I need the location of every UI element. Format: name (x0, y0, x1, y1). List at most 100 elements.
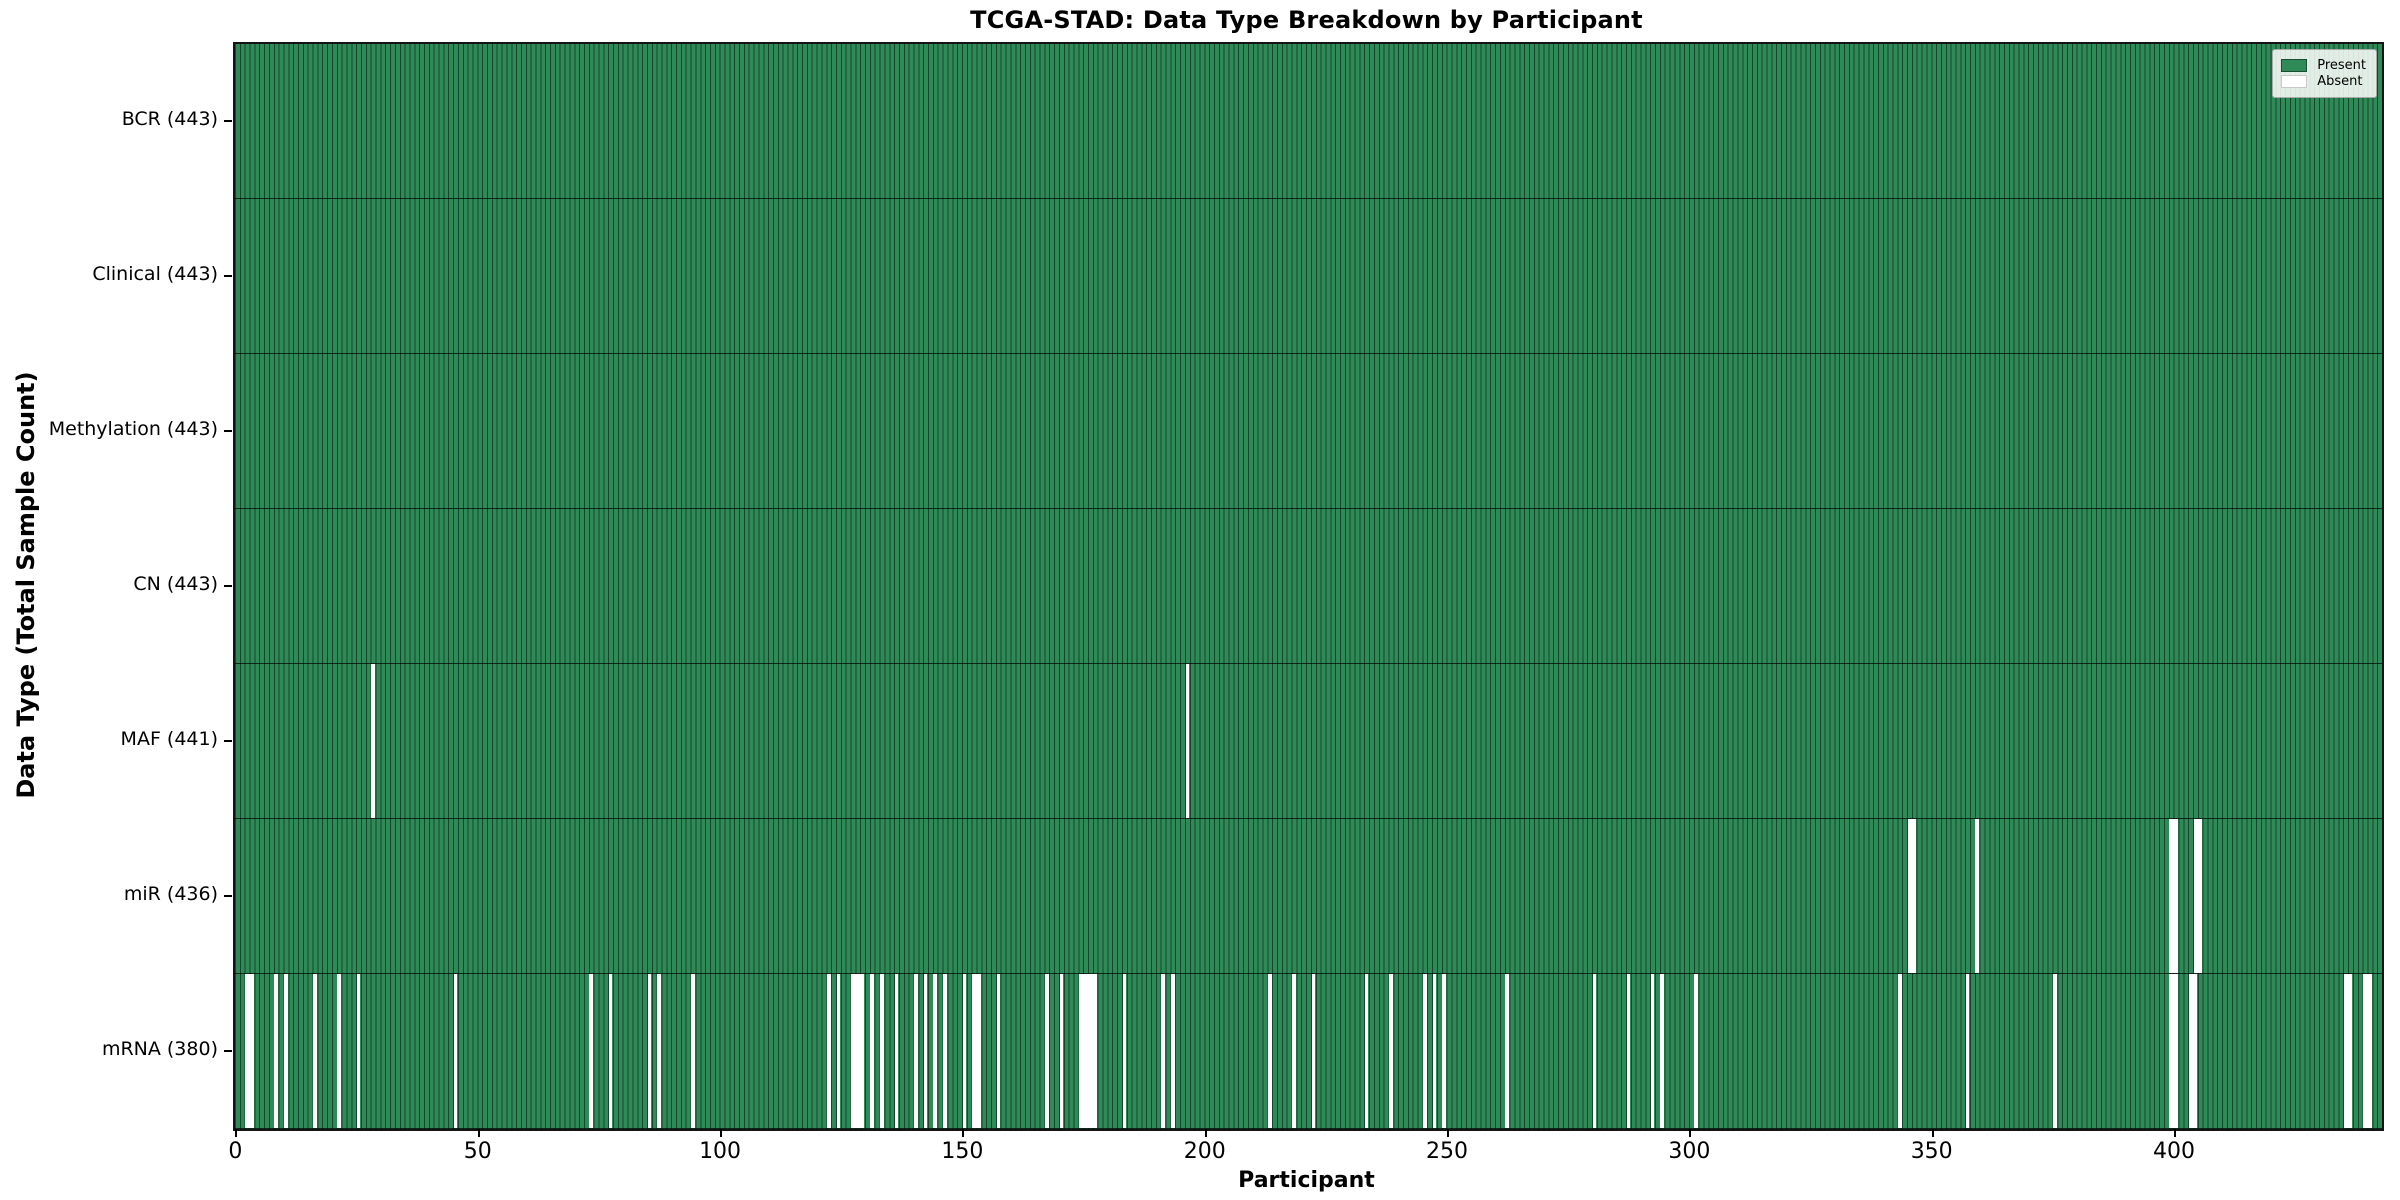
row-CN (235, 509, 2382, 664)
x-tick-mark (1931, 1129, 1934, 1137)
absent-gap (1185, 664, 1190, 818)
x-tick-mark (1447, 1129, 1450, 1137)
row-mRNA (235, 974, 2382, 1129)
y-tick-mark (224, 429, 232, 432)
absent-gap (1592, 974, 1597, 1128)
absent-gap (826, 974, 831, 1128)
absent-gap (608, 974, 613, 1128)
absent-gap (245, 974, 254, 1128)
y-tick-label-MAF: MAF (441) (120, 728, 218, 750)
y-tick-mark (224, 274, 232, 277)
row-BCR (235, 44, 2382, 199)
row-Clinical (235, 199, 2382, 354)
absent-gap (1965, 974, 1970, 1128)
absent-gap (1078, 974, 1098, 1128)
legend-label: Absent (2317, 74, 2363, 89)
y-tick-label-mRNA: mRNA (380) (101, 1038, 218, 1060)
x-tick-mark (2174, 1129, 2177, 1137)
absent-gap (996, 974, 1001, 1128)
y-tick-label-CN: CN (443) (133, 573, 218, 595)
absent-gap (2343, 974, 2353, 1128)
y-tick-label-Methylation: Methylation (443) (48, 418, 218, 440)
absent-gap (1505, 974, 1510, 1128)
present-swatch-icon (2281, 59, 2308, 72)
absent-gap (371, 664, 375, 818)
absent-gap (870, 974, 875, 1128)
absent-gap (1161, 974, 1165, 1128)
absent-gap (453, 974, 458, 1128)
x-axis-label: Participant (1238, 1168, 1375, 1193)
absent-gap (2193, 819, 2203, 973)
absent-gap (2363, 974, 2372, 1128)
absent-gap (933, 974, 938, 1128)
absent-gap (1364, 974, 1369, 1128)
x-tick-label-300: 300 (1668, 1139, 1711, 1164)
absent-gap (356, 974, 361, 1128)
absent-gap (657, 974, 661, 1128)
absent-gap (647, 974, 652, 1128)
absent-gap (1442, 974, 1447, 1128)
absent-gap (1650, 974, 1655, 1128)
y-tick-mark (224, 1049, 232, 1052)
absent-gap (1660, 974, 1665, 1128)
absent-gap (313, 974, 317, 1128)
absent-gap (337, 974, 342, 1128)
x-tick-label-100: 100 (699, 1139, 742, 1164)
absent-gap (274, 974, 278, 1128)
absent-gap (851, 974, 865, 1128)
absent-gap (914, 974, 918, 1128)
plot-area: Present Absent (233, 42, 2384, 1131)
absent-gap (1059, 974, 1064, 1128)
absent-gap (1122, 974, 1127, 1128)
y-tick-label-Clinical: Clinical (443) (92, 263, 218, 285)
legend-entry-present: Present (2281, 59, 2366, 72)
row-miR (235, 819, 2382, 974)
y-tick-label-BCR: BCR (443) (121, 108, 218, 130)
x-tick-label-150: 150 (941, 1139, 984, 1164)
absent-gap (1044, 974, 1049, 1128)
absent-gap (284, 974, 288, 1128)
x-tick-label-350: 350 (1910, 1139, 1953, 1164)
y-tick-mark (224, 739, 232, 742)
absent-gap (962, 974, 967, 1128)
row-Methylation (235, 354, 2382, 509)
absent-gap (923, 974, 928, 1128)
absent-gap (894, 974, 899, 1128)
absent-gap (2169, 974, 2178, 1128)
legend: Present Absent (2272, 49, 2377, 98)
absent-gap (1311, 974, 1316, 1128)
absent-gap (589, 974, 594, 1128)
absent-gap (2188, 974, 2198, 1128)
y-tick-mark (224, 584, 232, 587)
x-tick-mark (720, 1129, 723, 1137)
y-tick-mark (224, 119, 232, 122)
absent-swatch-icon (2281, 75, 2308, 88)
legend-label: Present (2317, 58, 2366, 73)
absent-gap (880, 974, 884, 1128)
absent-gap (1907, 819, 1917, 973)
x-tick-label-250: 250 (1426, 1139, 1469, 1164)
x-tick-label-50: 50 (463, 1139, 492, 1164)
x-tick-mark (1204, 1129, 1207, 1137)
absent-gap (2169, 819, 2178, 973)
x-tick-label-0: 0 (228, 1139, 243, 1164)
y-tick-label-miR: miR (436) (123, 883, 218, 905)
chart-title: TCGA-STAD: Data Type Breakdown by Partic… (970, 6, 1643, 34)
x-tick-mark (962, 1129, 965, 1137)
absent-gap (1694, 974, 1699, 1128)
x-tick-mark (477, 1129, 480, 1137)
x-tick-mark (1689, 1129, 1692, 1137)
y-tick-mark (224, 894, 232, 897)
absent-gap (836, 974, 841, 1128)
x-tick-label-200: 200 (1183, 1139, 1226, 1164)
absent-gap (1170, 974, 1175, 1128)
absent-gap (1422, 974, 1427, 1128)
row-MAF (235, 664, 2382, 819)
absent-gap (1267, 974, 1272, 1128)
absent-gap (1975, 819, 1980, 973)
x-tick-mark (235, 1129, 238, 1137)
absent-gap (972, 974, 981, 1128)
legend-entry-absent: Absent (2281, 75, 2366, 88)
absent-gap (1626, 974, 1631, 1128)
